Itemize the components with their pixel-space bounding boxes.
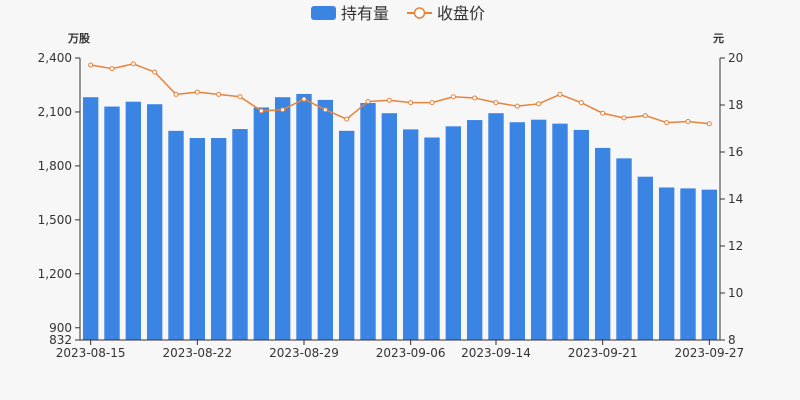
price-point — [664, 120, 670, 126]
left-tick-label: 1,800 — [38, 159, 72, 173]
price-point — [706, 121, 712, 127]
price-point — [493, 100, 499, 106]
price-point — [280, 107, 286, 113]
x-tick-label: 2023-09-14 — [461, 346, 531, 360]
bar — [168, 130, 184, 340]
bar — [616, 158, 632, 340]
price-point — [621, 115, 627, 121]
right-tick-label: 18 — [728, 98, 743, 112]
bar — [552, 123, 568, 340]
legend-line-label: 收盘价 — [437, 4, 485, 23]
left-tick-label: 1,500 — [38, 213, 72, 227]
bar — [466, 120, 483, 340]
bar — [509, 122, 526, 341]
bar — [445, 126, 462, 340]
left-tick-label: 900 — [49, 321, 72, 335]
bar — [104, 106, 120, 340]
legend-bar-swatch — [311, 6, 336, 20]
left-tick-label: 832 — [49, 333, 72, 347]
bar — [701, 189, 718, 340]
right-tick-label: 14 — [728, 192, 743, 206]
price-point — [152, 69, 158, 75]
right-tick-label: 20 — [728, 51, 743, 65]
bar — [296, 93, 312, 340]
left-axis-unit: 万股 — [67, 32, 91, 45]
right-tick-label: 16 — [728, 145, 743, 159]
left-tick-label: 1,200 — [38, 267, 72, 281]
left-tick-label: 2,100 — [38, 105, 72, 119]
price-point — [109, 66, 115, 72]
price-point — [600, 110, 606, 116]
bar — [381, 113, 398, 341]
left-tick-label: 2,400 — [38, 51, 72, 65]
x-tick-label: 2023-09-21 — [568, 346, 638, 360]
bar — [232, 129, 248, 340]
price-point — [216, 91, 222, 97]
price-point — [514, 103, 520, 109]
legend-bar-label: 持有量 — [341, 4, 389, 23]
price-point — [258, 108, 264, 114]
x-tick-label: 2023-09-27 — [674, 346, 744, 360]
x-tick-label: 2023-08-15 — [56, 346, 126, 360]
bar — [658, 187, 675, 340]
right-tick-label: 8 — [728, 333, 736, 347]
bar — [146, 104, 163, 340]
bar — [680, 188, 696, 340]
price-point — [450, 94, 456, 100]
x-tick-label: 2023-08-29 — [269, 346, 339, 360]
right-axis-unit: 元 — [713, 32, 724, 45]
price-point — [301, 96, 307, 102]
price-point — [386, 97, 392, 103]
price-point — [557, 91, 563, 97]
bar — [317, 99, 334, 341]
price-point — [472, 95, 478, 101]
price-point — [408, 100, 414, 106]
bar — [594, 147, 611, 340]
bar — [82, 97, 99, 341]
bar — [530, 119, 547, 340]
legend-line-marker — [413, 7, 426, 19]
bar — [402, 129, 419, 340]
right-tick-label: 12 — [728, 239, 743, 253]
bar — [488, 113, 504, 341]
bar — [125, 101, 142, 340]
price-point — [536, 101, 542, 107]
price-point — [194, 89, 200, 95]
bar — [573, 129, 590, 340]
price-point — [578, 100, 584, 106]
price-point — [130, 61, 136, 67]
price-point — [429, 100, 435, 106]
bar — [338, 130, 355, 340]
price-point — [173, 91, 179, 97]
x-tick-label: 2023-08-22 — [162, 346, 232, 360]
price-point — [344, 116, 350, 122]
price-point — [365, 98, 371, 104]
bar — [424, 137, 440, 340]
right-tick-label: 10 — [728, 286, 743, 300]
bar — [274, 97, 291, 341]
bar — [210, 138, 227, 340]
bar — [637, 176, 654, 340]
bar-series — [82, 93, 718, 341]
x-tick-label: 2023-09-06 — [376, 346, 446, 360]
price-point — [237, 94, 243, 100]
price-point — [685, 118, 691, 124]
bar — [360, 102, 376, 341]
line-series — [88, 61, 712, 127]
price-point — [88, 62, 94, 68]
price-point — [322, 107, 328, 113]
legend[interactable]: 持有量 收盘价 — [311, 4, 485, 23]
price-line — [90, 63, 710, 125]
bar — [253, 107, 270, 341]
price-point — [642, 113, 648, 119]
bar — [189, 138, 206, 340]
